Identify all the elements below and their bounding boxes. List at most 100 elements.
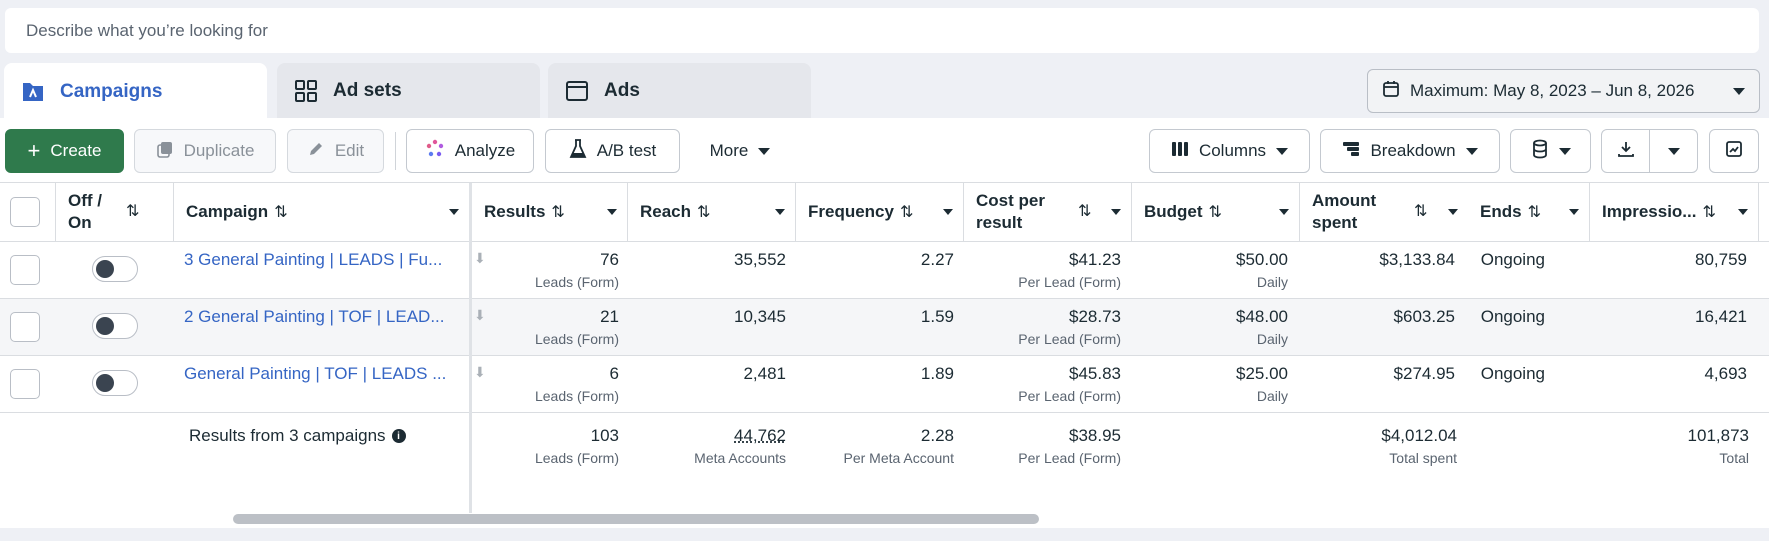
flask-icon bbox=[569, 138, 587, 164]
header-label: Frequency bbox=[808, 202, 894, 221]
download-icon: ⬇ bbox=[474, 307, 486, 323]
budget-value: $48.00 bbox=[1236, 307, 1288, 326]
campaign-toggle[interactable] bbox=[92, 256, 138, 282]
reports-button[interactable] bbox=[1510, 129, 1591, 173]
row-checkbox[interactable] bbox=[10, 255, 40, 285]
campaign-toggle[interactable] bbox=[92, 370, 138, 396]
header-amount-spent[interactable]: Amount spent ⇅ bbox=[1300, 183, 1468, 241]
header-budget[interactable]: Budget ⇅ bbox=[1132, 183, 1300, 241]
total-amount-spent-value: $4,012.04 bbox=[1381, 426, 1457, 445]
campaigns-icon bbox=[20, 79, 46, 105]
sort-icon: ⇅ bbox=[1527, 204, 1541, 221]
analyze-label: Analyze bbox=[454, 141, 516, 160]
charts-button[interactable] bbox=[1709, 129, 1759, 173]
edit-label: Edit bbox=[334, 141, 365, 160]
campaign-toggle[interactable] bbox=[92, 313, 138, 339]
cost-per-result-unit: Per Lead (Form) bbox=[1018, 388, 1121, 404]
results-value: 76 bbox=[600, 250, 619, 269]
toggle-knob bbox=[96, 374, 114, 392]
download-icon: ⬇ bbox=[474, 250, 486, 266]
header-ends[interactable]: Ends ⇅ bbox=[1468, 183, 1590, 241]
create-label: Create bbox=[50, 141, 102, 160]
chevron-down-icon bbox=[943, 209, 953, 215]
budget-unit: Daily bbox=[1256, 388, 1288, 404]
columns-button[interactable]: Columns bbox=[1149, 129, 1310, 173]
cost-per-result-value: $45.83 bbox=[1069, 364, 1121, 383]
totals-row: Results from 3 campaigns i 103 Leads (Fo… bbox=[0, 412, 1769, 512]
cost-per-result-unit: Per Lead (Form) bbox=[1018, 274, 1121, 290]
amount-spent-value: $603.25 bbox=[1393, 307, 1455, 326]
toggle-knob bbox=[96, 317, 114, 335]
chevron-down-icon bbox=[1279, 209, 1289, 215]
row-checkbox[interactable] bbox=[10, 312, 40, 342]
campaign-name-link[interactable]: 3 General Painting | LEADS | Fu... bbox=[184, 250, 443, 269]
calendar-icon bbox=[1382, 80, 1400, 103]
create-button[interactable]: + Create bbox=[5, 129, 124, 173]
total-reach-value[interactable]: 44,762 bbox=[734, 426, 786, 445]
info-icon[interactable]: i bbox=[391, 429, 406, 443]
header-frequency[interactable]: Frequency ⇅ bbox=[796, 183, 964, 241]
window-icon bbox=[564, 78, 590, 104]
chevron-down-icon bbox=[607, 209, 617, 215]
frozen-column-divider bbox=[469, 183, 472, 513]
date-range-picker[interactable]: Maximum: May 8, 2023 – Jun 8, 2026 bbox=[1367, 69, 1760, 113]
tab-campaigns[interactable]: Campaigns bbox=[4, 63, 267, 121]
search-input[interactable]: Describe what you’re looking for bbox=[5, 8, 1759, 53]
duplicate-button[interactable]: Duplicate bbox=[134, 129, 276, 173]
horizontal-scrollbar[interactable] bbox=[233, 514, 1039, 524]
breakdown-label: Breakdown bbox=[1370, 141, 1456, 160]
results-unit: Leads (Form) bbox=[534, 274, 619, 290]
sort-icon: ⇅ bbox=[1702, 204, 1716, 221]
header-results[interactable]: Results ⇅ bbox=[472, 183, 628, 241]
sort-icon: ⇅ bbox=[899, 204, 914, 221]
sort-icon: ⇅ bbox=[274, 204, 288, 221]
header-reach[interactable]: Reach ⇅ bbox=[628, 183, 796, 241]
header-cost-per-result[interactable]: Cost per result ⇅ bbox=[964, 183, 1132, 241]
breakdown-icon bbox=[1342, 141, 1360, 162]
chevron-down-icon bbox=[1465, 147, 1478, 155]
reach-value: 35,552 bbox=[734, 250, 786, 269]
columns-label: Columns bbox=[1198, 141, 1267, 160]
sort-icon: ⇅ bbox=[126, 203, 140, 220]
budget-value: $25.00 bbox=[1236, 364, 1288, 383]
row-checkbox[interactable] bbox=[10, 369, 40, 399]
export-button[interactable] bbox=[1601, 129, 1650, 173]
cost-per-result-unit: Per Lead (Form) bbox=[1018, 331, 1121, 347]
ends-value: Ongoing bbox=[1480, 250, 1545, 269]
ab-test-button[interactable]: A/B test bbox=[545, 129, 680, 173]
pencil-icon bbox=[307, 140, 325, 163]
select-all-checkbox[interactable] bbox=[10, 197, 40, 227]
database-icon bbox=[1531, 139, 1549, 164]
duplicate-icon bbox=[156, 140, 174, 163]
budget-unit: Daily bbox=[1256, 331, 1288, 347]
toggle-knob bbox=[96, 260, 114, 278]
download-icon: ⬇ bbox=[474, 364, 486, 380]
header-off-on[interactable]: Off / On ⇅ bbox=[56, 183, 174, 241]
table-row: General Painting | TOF | LEADS ... ⬇ 6 L… bbox=[0, 355, 1769, 412]
impressions-value: 16,421 bbox=[1695, 307, 1747, 326]
campaign-name-link[interactable]: 2 General Painting | TOF | LEAD... bbox=[184, 307, 445, 326]
ends-value: Ongoing bbox=[1480, 307, 1545, 326]
breakdown-button[interactable]: Breakdown bbox=[1320, 129, 1500, 173]
chevron-down-icon bbox=[1733, 87, 1745, 95]
header-label: Off / On bbox=[68, 191, 102, 232]
header-impressions[interactable]: Impressio... ⇅ bbox=[1590, 183, 1759, 241]
cost-per-result-value: $28.73 bbox=[1069, 307, 1121, 326]
analyze-button[interactable]: Analyze bbox=[406, 129, 534, 173]
campaign-name-link[interactable]: General Painting | TOF | LEADS ... bbox=[184, 364, 447, 383]
tab-ad-sets[interactable]: Ad sets bbox=[277, 63, 540, 119]
more-button[interactable]: More bbox=[694, 129, 786, 173]
results-unit: Leads (Form) bbox=[534, 388, 619, 404]
tab-label: Campaigns bbox=[60, 81, 163, 102]
reach-value: 2,481 bbox=[743, 364, 786, 383]
sort-icon: ⇅ bbox=[551, 204, 565, 221]
more-label: More bbox=[709, 141, 749, 160]
header-campaign[interactable]: Campaign ⇅ bbox=[174, 183, 470, 241]
export-options-button[interactable] bbox=[1649, 129, 1698, 173]
frequency-value: 1.89 bbox=[920, 364, 954, 383]
header-label: Campaign bbox=[186, 202, 269, 221]
edit-button[interactable]: Edit bbox=[287, 129, 384, 173]
sort-icon: ⇅ bbox=[1208, 204, 1222, 221]
tab-ads[interactable]: Ads bbox=[548, 63, 811, 119]
impressions-value: 4,693 bbox=[1704, 364, 1747, 383]
